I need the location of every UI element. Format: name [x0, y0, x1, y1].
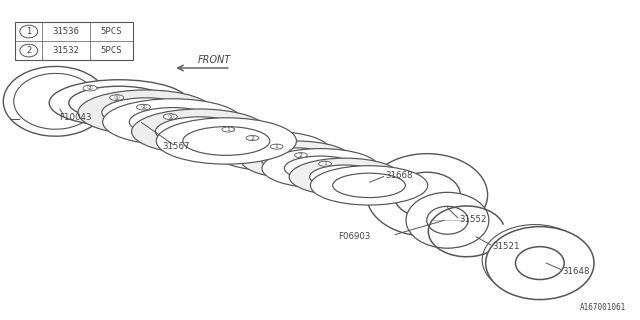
Ellipse shape [310, 166, 428, 205]
Ellipse shape [333, 173, 405, 197]
Text: F10043: F10043 [59, 113, 92, 122]
Ellipse shape [49, 80, 189, 126]
Text: 5PCS: 5PCS [101, 46, 122, 55]
Text: FRONT: FRONT [198, 55, 232, 65]
Ellipse shape [261, 148, 332, 172]
Ellipse shape [156, 117, 244, 146]
Ellipse shape [367, 154, 488, 236]
Ellipse shape [515, 247, 564, 279]
Ellipse shape [163, 114, 177, 119]
Text: 5PCS: 5PCS [101, 27, 122, 36]
Text: 2: 2 [250, 136, 255, 140]
Ellipse shape [310, 165, 380, 188]
Ellipse shape [246, 135, 259, 140]
Text: ①: ① [167, 114, 173, 120]
Ellipse shape [394, 172, 460, 218]
Ellipse shape [214, 132, 331, 171]
Text: 1: 1 [26, 27, 31, 36]
Ellipse shape [427, 206, 468, 234]
Ellipse shape [241, 141, 352, 178]
Ellipse shape [156, 118, 296, 164]
Text: ①: ① [114, 95, 120, 100]
Text: 2: 2 [26, 46, 31, 55]
Text: 31668: 31668 [385, 171, 413, 180]
Text: A167001061: A167001061 [580, 303, 626, 312]
Text: 31648: 31648 [562, 267, 589, 276]
Text: F06903: F06903 [339, 232, 371, 241]
Text: 31532: 31532 [52, 46, 79, 55]
Ellipse shape [222, 127, 235, 132]
Text: 31536: 31536 [52, 27, 79, 36]
Text: 1: 1 [275, 144, 278, 149]
Ellipse shape [102, 98, 190, 127]
Ellipse shape [20, 44, 38, 57]
Ellipse shape [20, 25, 38, 38]
Ellipse shape [236, 139, 308, 163]
Ellipse shape [83, 85, 97, 91]
Ellipse shape [284, 156, 357, 180]
Text: 1: 1 [227, 127, 230, 132]
Ellipse shape [69, 86, 170, 120]
Ellipse shape [109, 95, 124, 100]
Ellipse shape [486, 227, 594, 300]
Text: ②: ② [140, 104, 147, 110]
Ellipse shape [136, 104, 150, 110]
Ellipse shape [183, 127, 270, 155]
Ellipse shape [319, 161, 332, 166]
Text: 31521: 31521 [492, 243, 520, 252]
Ellipse shape [294, 153, 307, 158]
Ellipse shape [129, 108, 216, 136]
Bar [15, 22, 133, 60]
Text: 31567: 31567 [162, 142, 189, 151]
Ellipse shape [262, 148, 380, 188]
Ellipse shape [102, 99, 243, 145]
Ellipse shape [270, 144, 283, 149]
Text: 1: 1 [323, 161, 327, 166]
Ellipse shape [289, 158, 401, 196]
Ellipse shape [78, 90, 214, 135]
Text: ②: ② [87, 85, 93, 91]
Text: 2: 2 [299, 153, 303, 158]
Text: 31552: 31552 [459, 215, 486, 224]
Ellipse shape [406, 192, 489, 248]
Ellipse shape [132, 109, 268, 154]
